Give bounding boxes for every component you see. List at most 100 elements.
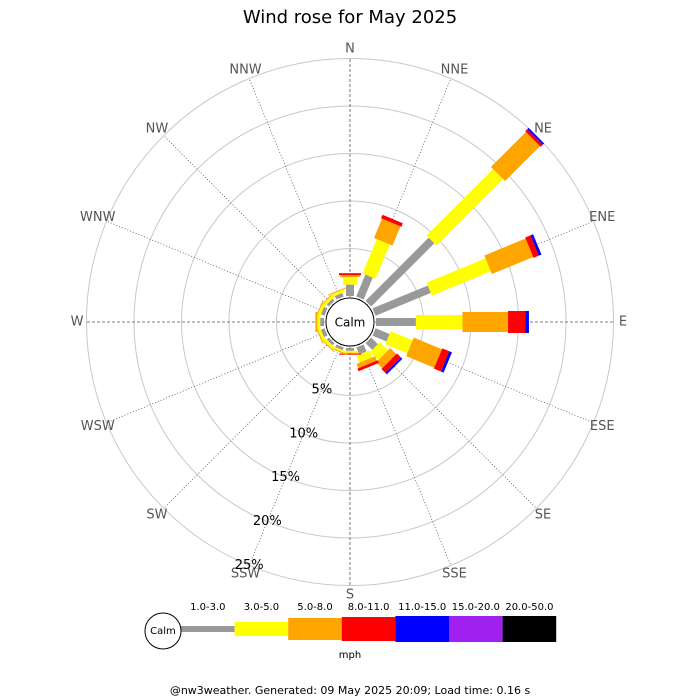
- direction-label: NW: [146, 121, 169, 136]
- bar-segment: [484, 238, 534, 275]
- legend-swatch: [288, 618, 342, 640]
- calm-label: Calm: [335, 316, 366, 330]
- direction-label: NE: [534, 121, 552, 136]
- bar-segment: [317, 303, 326, 318]
- bar-segment: [331, 289, 346, 298]
- legend-label: 8.0-11.0: [348, 602, 390, 613]
- direction-label: N: [345, 42, 355, 57]
- bar-segment: [346, 284, 354, 296]
- bar-segment: [357, 360, 379, 372]
- bar-segment: [339, 353, 361, 355]
- direction-label: NNE: [441, 62, 469, 77]
- bar-segment: [328, 346, 348, 356]
- direction-label: S: [346, 588, 354, 603]
- bar-segment: [356, 356, 377, 369]
- bar-segment: [508, 311, 526, 333]
- spoke: [349, 321, 537, 509]
- direction-label: ENE: [589, 210, 615, 225]
- bar-segment: [322, 337, 335, 350]
- spoke: [349, 321, 452, 566]
- spoke: [106, 220, 351, 323]
- bar-segment: [525, 311, 529, 333]
- bar-segment: [440, 351, 452, 373]
- bar-segment: [525, 235, 539, 258]
- bar-segment: [343, 350, 357, 353]
- spoke: [349, 220, 594, 323]
- ring: [86, 58, 614, 586]
- bar-segment: [381, 353, 402, 374]
- bar-segment: [320, 318, 325, 326]
- direction-label: SW: [146, 508, 167, 523]
- bar-segment: [334, 292, 344, 300]
- bar-segment: [433, 348, 450, 372]
- bar-segment: [356, 274, 373, 300]
- bar-segment: [426, 258, 491, 296]
- bar-segment: [331, 345, 346, 354]
- bar-segment: [319, 337, 335, 353]
- legend-label: 1.0-3.0: [190, 602, 225, 613]
- spoke: [349, 321, 594, 424]
- bar-segment: [372, 328, 390, 342]
- bar-segment: [385, 357, 403, 375]
- direction-label: E: [619, 315, 627, 330]
- direction-label: NNW: [229, 62, 261, 77]
- bar-segment: [343, 277, 357, 285]
- legend-calm-label: Calm: [150, 626, 176, 637]
- legend-swatch: [181, 626, 235, 632]
- bar-segment: [320, 306, 328, 316]
- chart-title: Wind rose for May 2025: [243, 7, 457, 28]
- spoke: [248, 321, 351, 566]
- bar-segment: [340, 352, 360, 354]
- legend-swatch: [234, 622, 289, 636]
- ring-label: 10%: [289, 426, 318, 441]
- legend-calm-circle: [144, 612, 182, 650]
- legend-label: 11.0-15.0: [398, 602, 446, 613]
- legend-label: 15.0-20.0: [452, 602, 500, 613]
- bar-segment: [335, 344, 344, 351]
- bar-segment: [317, 315, 321, 329]
- bar-segment: [356, 344, 367, 355]
- bar-segment: [365, 237, 435, 307]
- calm-circle: [325, 297, 375, 347]
- legend-label: 5.0-8.0: [297, 602, 332, 613]
- bar-segment: [385, 331, 413, 354]
- ring-label: 15%: [271, 470, 300, 485]
- bar-segment: [376, 348, 397, 369]
- bar-segment: [322, 294, 335, 307]
- bar-segment: [527, 127, 545, 145]
- spoke: [163, 135, 351, 323]
- direction-label: SE: [535, 508, 551, 523]
- spoke: [106, 321, 351, 424]
- bar-segment: [362, 239, 390, 279]
- unit-label: mph: [339, 650, 361, 661]
- ring-label: 5%: [312, 382, 333, 397]
- bar-segment: [381, 214, 403, 227]
- bar-segment: [340, 275, 360, 277]
- spoke: [349, 78, 452, 323]
- bar-segment: [372, 285, 431, 316]
- bar-segment: [317, 326, 326, 341]
- ring-label: 20%: [253, 514, 282, 529]
- bar-segment: [426, 169, 503, 246]
- bar-segment: [415, 315, 463, 329]
- spoke: [248, 78, 351, 323]
- legend-label: 20.0-50.0: [505, 602, 553, 613]
- bar-segment: [326, 298, 335, 307]
- bar-segment: [462, 312, 509, 332]
- bar-segment: [320, 328, 328, 338]
- direction-label: SSE: [442, 567, 467, 582]
- direction-label: WSW: [81, 419, 115, 434]
- bar-segment: [490, 131, 541, 182]
- bar-segment: [326, 337, 335, 346]
- bar-segment: [339, 273, 361, 276]
- bar-segment: [406, 337, 442, 368]
- direction-label: WNW: [80, 210, 116, 225]
- legend-swatch: [502, 616, 557, 642]
- direction-label: SSW: [231, 567, 261, 582]
- spoke: [163, 321, 351, 509]
- legend-swatch: [395, 616, 449, 642]
- ring-label: 25%: [235, 558, 264, 573]
- bar-segment: [346, 348, 354, 351]
- bar-segment: [375, 318, 416, 326]
